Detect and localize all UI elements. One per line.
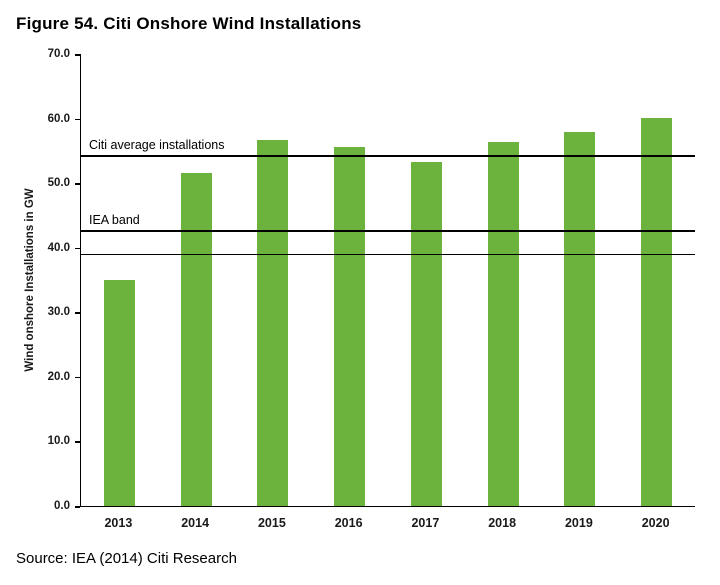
bar-2013 — [103, 280, 135, 506]
y-tick-label: 50.0 — [47, 177, 70, 190]
y-tick-label: 60.0 — [47, 112, 70, 125]
x-tick-label-2019: 2019 — [564, 516, 593, 530]
y-axis-label: Wind onshore Installations in GW — [24, 188, 36, 372]
y-tick-label: 20.0 — [47, 370, 70, 383]
y-tick-label: 40.0 — [47, 241, 70, 254]
reference-line-1 — [81, 155, 695, 157]
bar-2015 — [257, 139, 289, 506]
y-tick-mark — [75, 118, 80, 121]
bar-2019 — [564, 131, 596, 506]
x-tick-label-2016: 2016 — [334, 516, 363, 530]
y-tick-label: 70.0 — [47, 48, 70, 60]
reference-line-annotation: IEA band — [89, 212, 140, 227]
y-tick-mark — [75, 441, 80, 443]
bar-2018 — [487, 142, 519, 506]
y-tick-label: 0.0 — [54, 500, 70, 512]
bar-2016 — [334, 146, 366, 506]
y-tick-mark — [75, 183, 80, 185]
x-tick-label-2020: 2020 — [641, 516, 670, 530]
reference-line-3 — [81, 253, 695, 256]
y-tick-mark — [75, 376, 80, 379]
y-tick-mark — [75, 247, 80, 250]
bar-2020 — [641, 117, 673, 506]
wind-installations-bar-chart: Wind onshore Installations in GW Citi av… — [16, 42, 704, 542]
source-note: Source: IEA (2014) Citi Research — [16, 550, 237, 567]
x-tick-label-2017: 2017 — [411, 516, 440, 530]
x-tick-label-2013: 2013 — [104, 516, 133, 530]
bar-2014 — [180, 173, 212, 506]
bar-2017 — [410, 161, 442, 506]
y-tick-mark — [75, 312, 80, 314]
x-tick-label-2015: 2015 — [257, 516, 286, 530]
plot-area: Citi average installations IEA band — [80, 54, 695, 507]
reference-line-2 — [81, 230, 695, 232]
x-tick-label-2014: 2014 — [181, 516, 210, 530]
x-tick-label-2018: 2018 — [488, 516, 517, 530]
y-tick-label: 30.0 — [47, 306, 70, 319]
y-tick-mark — [75, 54, 80, 56]
figure-title: Figure 54. Citi Onshore Wind Installatio… — [16, 14, 362, 33]
y-tick-label: 10.0 — [47, 435, 70, 448]
reference-line-annotation: Citi average installations — [89, 137, 225, 152]
y-tick-mark — [75, 506, 80, 508]
